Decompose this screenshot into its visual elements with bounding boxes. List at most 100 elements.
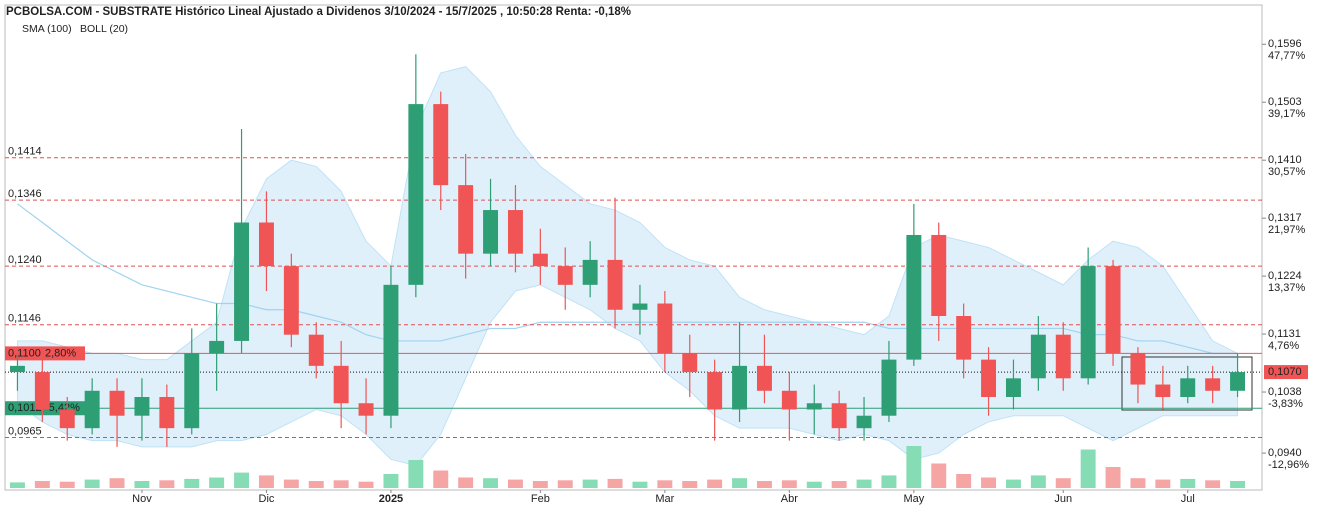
y-tick-label: 0,1131 xyxy=(1268,328,1301,340)
x-tick-label: 2025 xyxy=(379,493,403,505)
volume-bar xyxy=(458,477,474,488)
candle-body xyxy=(931,234,947,316)
y-tick-change: 21,97% xyxy=(1268,224,1306,236)
volume-bar xyxy=(109,478,125,488)
volume-bar xyxy=(408,460,424,488)
last-price-label: 0,1070 xyxy=(1268,366,1302,378)
level-label: 0,1012 xyxy=(8,402,42,414)
candle-body xyxy=(258,222,274,267)
volume-bar xyxy=(234,472,250,488)
volume-bar xyxy=(308,481,324,488)
volume-bar xyxy=(1080,449,1096,488)
level-label-box xyxy=(5,346,85,361)
volume-bar xyxy=(532,481,548,488)
candle-body xyxy=(1230,372,1246,391)
level-label: 0,1146 xyxy=(8,313,41,325)
legend-entry: SMA (100) xyxy=(22,23,72,35)
volume-bar xyxy=(1030,475,1046,488)
candle-body xyxy=(209,340,225,354)
volume-bar xyxy=(1180,478,1196,488)
candle-body xyxy=(831,403,847,429)
volume-bar xyxy=(283,479,299,488)
y-tick-label: 0,1410 xyxy=(1268,154,1302,166)
volume-bar xyxy=(34,481,50,488)
volume-bar xyxy=(383,474,399,488)
candle-body xyxy=(781,390,797,410)
candle-body xyxy=(84,390,100,429)
sma-line xyxy=(17,203,1238,354)
candle-body xyxy=(184,353,200,429)
volume-bar xyxy=(806,481,822,488)
level-label: 0,1240 xyxy=(8,254,42,266)
bollinger-band xyxy=(16,66,1239,467)
candle-body xyxy=(433,104,449,186)
y-tick-label: 0,1503 xyxy=(1268,96,1302,108)
y-tick-label: 0,1038 xyxy=(1268,386,1302,398)
volume-bar xyxy=(1005,479,1021,488)
last-price-box xyxy=(1264,365,1308,380)
volume-bar xyxy=(607,478,623,488)
volume-bar xyxy=(159,480,175,488)
candle-body xyxy=(9,365,25,373)
y-tick-change: -12,96% xyxy=(1268,459,1309,471)
y-tick-change: -3,83% xyxy=(1268,398,1303,410)
candle-body xyxy=(1180,378,1196,398)
volume-bar xyxy=(1230,481,1246,488)
y-tick-label: 0,1596 xyxy=(1268,38,1302,50)
volume-bar xyxy=(632,481,648,488)
volume-bar xyxy=(433,470,449,488)
candle-body xyxy=(383,284,399,416)
volume-bar xyxy=(881,475,897,488)
volume-bar xyxy=(956,474,972,488)
volume-bar xyxy=(59,481,75,488)
volume-bar xyxy=(1105,467,1121,488)
candle-body xyxy=(881,359,897,416)
candle-body xyxy=(1155,384,1171,398)
volume-bar xyxy=(333,480,349,488)
volume-bar xyxy=(1130,478,1146,488)
y-tick-label: 0,1224 xyxy=(1268,270,1302,282)
volume-bar xyxy=(831,481,847,488)
candle-body xyxy=(1080,266,1096,379)
candle-body xyxy=(806,403,822,410)
candle-body xyxy=(607,259,623,310)
y-tick-change: 13,37% xyxy=(1268,282,1306,294)
level-label: 0,0965 xyxy=(8,425,42,437)
level-label: 0,1414 xyxy=(8,146,42,158)
level-label: 0,1100 xyxy=(8,347,41,359)
y-tick-change: 39,17% xyxy=(1268,108,1306,120)
volume-bar xyxy=(1055,478,1071,488)
annotation-box xyxy=(1121,356,1253,411)
candle-body xyxy=(408,104,424,285)
candle-body xyxy=(707,372,723,410)
x-tick-label: Abr xyxy=(781,493,798,505)
volume-bar xyxy=(657,480,673,488)
candle-body xyxy=(756,365,772,391)
volume-bar xyxy=(184,478,200,488)
candle-body xyxy=(1130,353,1146,385)
x-tick-label: Mar xyxy=(655,493,674,505)
volume-bar xyxy=(134,481,150,488)
volume-bar xyxy=(557,480,573,488)
candle-body xyxy=(632,303,648,310)
x-tick-label: Dic xyxy=(259,493,275,505)
candle-body xyxy=(159,397,175,429)
volume-bar xyxy=(258,475,274,488)
candle-body xyxy=(1205,378,1221,391)
candle-body xyxy=(582,259,598,285)
volume-bar xyxy=(84,479,100,488)
x-tick-label: Feb xyxy=(531,493,550,505)
candle-body xyxy=(134,397,150,416)
x-tick-label: Nov xyxy=(132,493,152,505)
volume-bar xyxy=(1205,480,1221,488)
y-tick-change: 47,77% xyxy=(1268,50,1306,62)
candle-body xyxy=(458,185,474,254)
candle-body xyxy=(34,372,50,410)
plot-frame xyxy=(4,4,1263,491)
x-tick-label: May xyxy=(903,493,924,505)
candle-body xyxy=(657,303,673,354)
candle-body xyxy=(981,359,997,398)
candle-body xyxy=(557,266,573,285)
volume-bar xyxy=(856,479,872,488)
candle-body xyxy=(234,222,250,341)
